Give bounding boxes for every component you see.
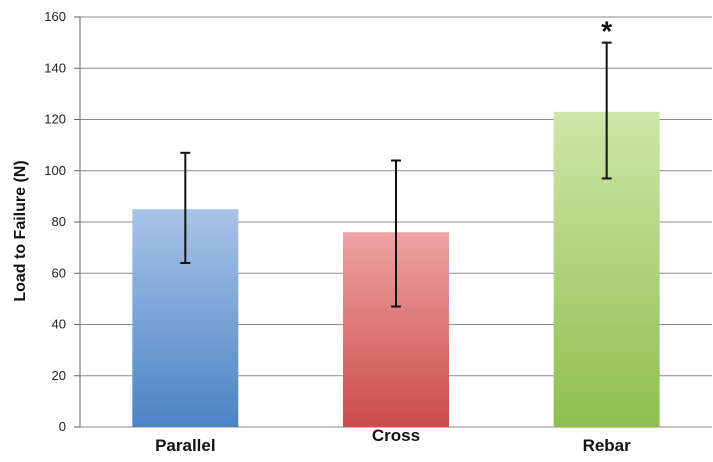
y-tick-label: 80 bbox=[52, 214, 66, 229]
y-tick-label: 0 bbox=[59, 419, 66, 434]
category-label-parallel: Parallel bbox=[155, 436, 216, 455]
y-tick-label: 100 bbox=[44, 163, 66, 178]
category-labels: Parallel Cross Rebar bbox=[155, 426, 631, 455]
y-tick-label: 120 bbox=[44, 112, 66, 127]
y-tick-label: 160 bbox=[44, 9, 66, 24]
y-axis-title: Load to Failure (N) bbox=[12, 160, 29, 301]
y-tick-label: 140 bbox=[44, 60, 66, 75]
error-bars bbox=[180, 41, 612, 308]
category-label-rebar: Rebar bbox=[583, 436, 632, 455]
y-tick-label: 60 bbox=[52, 265, 66, 280]
y-axis: 0 20 40 60 80 100 120 140 160 bbox=[44, 9, 81, 434]
annotations: * bbox=[601, 16, 612, 47]
significance-marker: * bbox=[601, 16, 612, 47]
y-tick-label: 40 bbox=[52, 317, 66, 332]
y-tick-label: 20 bbox=[52, 368, 66, 383]
category-label-cross: Cross bbox=[372, 426, 420, 445]
